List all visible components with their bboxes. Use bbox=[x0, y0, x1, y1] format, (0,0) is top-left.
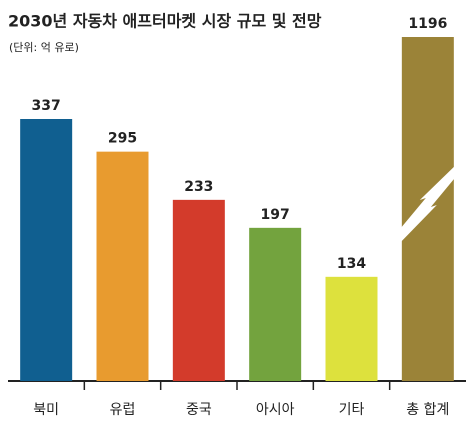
value-label: 134 bbox=[337, 256, 366, 272]
chart-subtitle: (단위: 억 유로) bbox=[9, 41, 79, 54]
bar bbox=[325, 276, 378, 381]
bar bbox=[172, 199, 225, 381]
value-label: 295 bbox=[108, 131, 137, 147]
bar bbox=[249, 227, 302, 381]
value-label: 197 bbox=[261, 207, 290, 223]
value-label: 1196 bbox=[408, 16, 447, 32]
value-label: 233 bbox=[184, 179, 213, 195]
bar bbox=[20, 119, 73, 381]
bar-break bbox=[400, 166, 455, 242]
chart-title: 2030년 자동차 애프터마켓 시장 규모 및 전망 bbox=[8, 12, 322, 31]
x-tick-label: 중국 bbox=[186, 402, 212, 418]
x-tick-label: 기타 bbox=[339, 402, 365, 418]
x-tick-label: 아시아 bbox=[256, 402, 295, 418]
bar bbox=[96, 151, 149, 381]
value-label: 337 bbox=[32, 98, 61, 114]
x-tick-label: 북미 bbox=[33, 402, 59, 418]
x-tick-label: 총 합계 bbox=[406, 402, 449, 418]
x-tick-label: 유럽 bbox=[110, 402, 136, 418]
